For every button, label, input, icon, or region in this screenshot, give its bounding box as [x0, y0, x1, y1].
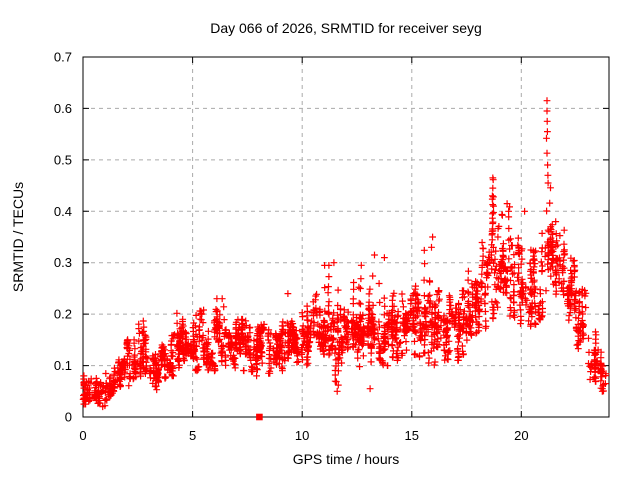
plot-border	[82, 56, 610, 418]
y-tick-label: 0.4	[54, 204, 72, 219]
x-tick-label: 5	[189, 428, 196, 443]
y-tick-label: 0.1	[54, 358, 72, 373]
flag-marker	[256, 413, 263, 421]
y-tick-label: 0.5	[54, 152, 72, 167]
y-tick-label: 0	[65, 410, 72, 425]
x-tick-label: 15	[405, 428, 419, 443]
x-tick-label: 20	[514, 428, 528, 443]
y-tick-label: 0.3	[54, 255, 72, 270]
x-axis-label: GPS time / hours	[292, 451, 400, 467]
y-tick-label: 0.6	[54, 101, 72, 116]
scatter-points	[79, 97, 610, 411]
chart-title: Day 066 of 2026, SRMTID for receiver sey…	[210, 20, 482, 36]
x-tick-label: 0	[79, 428, 86, 443]
y-tick-label: 0.7	[54, 50, 72, 65]
x-tick-label: 10	[295, 428, 309, 443]
y-tick-label: 0.2	[54, 307, 72, 322]
grid-lines	[83, 57, 609, 417]
